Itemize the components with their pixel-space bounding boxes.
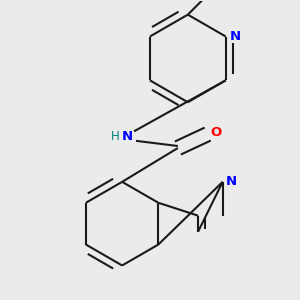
Text: N: N — [226, 175, 237, 188]
Text: N: N — [121, 130, 133, 142]
Text: O: O — [211, 126, 222, 139]
Text: H: H — [111, 130, 119, 142]
Text: N: N — [230, 30, 241, 43]
